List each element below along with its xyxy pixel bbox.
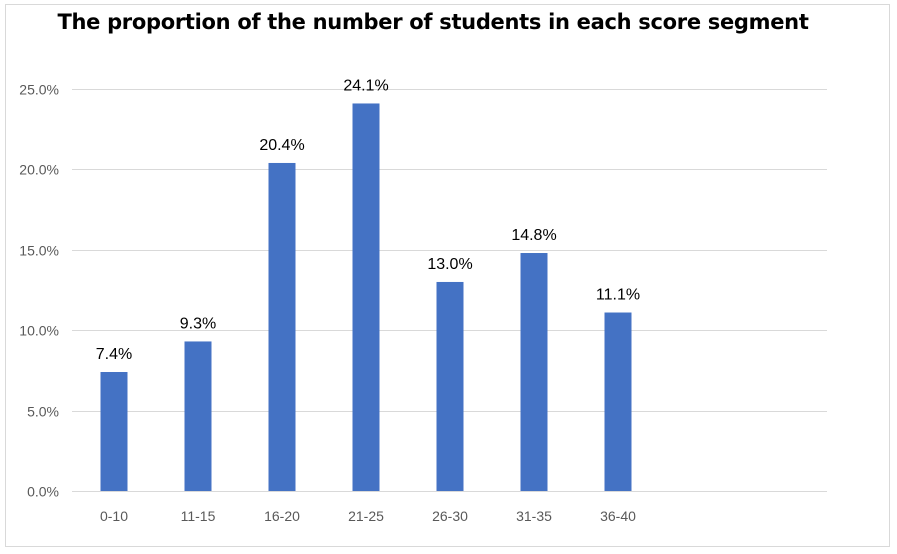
data-label: 9.3% (180, 315, 216, 332)
y-tick-label: 5.0% (27, 404, 59, 420)
x-tick-label: 11-15 (181, 508, 216, 524)
x-tick-label: 21-25 (348, 508, 384, 524)
x-tick-label: 36-40 (600, 508, 636, 524)
bars (100, 103, 632, 492)
bar-36-40 (604, 312, 632, 491)
data-label: 24.1% (343, 77, 388, 94)
bar-16-20 (268, 162, 296, 491)
bar-26-30 (436, 281, 464, 491)
data-labels: 7.4% 9.3% 20.4% 24.1% 13.0% 14.8% 11.1% (96, 77, 640, 363)
bar-0-10 (100, 372, 128, 491)
y-tick-label: 0.0% (27, 484, 59, 500)
y-tick-label: 20.0% (19, 162, 59, 178)
x-axis-tick-labels: 0-10 11-15 16-20 21-25 26-30 31-35 36-40 (100, 508, 636, 524)
data-label: 7.4% (96, 346, 132, 363)
bar-11-15 (184, 341, 212, 491)
bar-31-35 (520, 253, 548, 491)
chart-title: The proportion of the number of students… (57, 10, 809, 34)
data-label: 13.0% (427, 256, 472, 273)
x-tick-label: 0-10 (100, 508, 128, 524)
x-tick-label: 31-35 (516, 508, 552, 524)
bar-21-25 (352, 103, 380, 492)
x-tick-label: 16-20 (264, 508, 300, 524)
data-label: 14.8% (511, 227, 556, 244)
x-tick-label: 26-30 (432, 508, 468, 524)
data-label: 11.1% (596, 287, 640, 304)
y-tick-label: 10.0% (19, 323, 59, 339)
y-tick-label: 25.0% (19, 82, 59, 98)
data-label: 20.4% (259, 137, 304, 154)
y-axis-tick-labels: 0.0% 5.0% 10.0% 15.0% 20.0% 25.0% (19, 82, 59, 500)
y-tick-label: 15.0% (19, 243, 59, 259)
